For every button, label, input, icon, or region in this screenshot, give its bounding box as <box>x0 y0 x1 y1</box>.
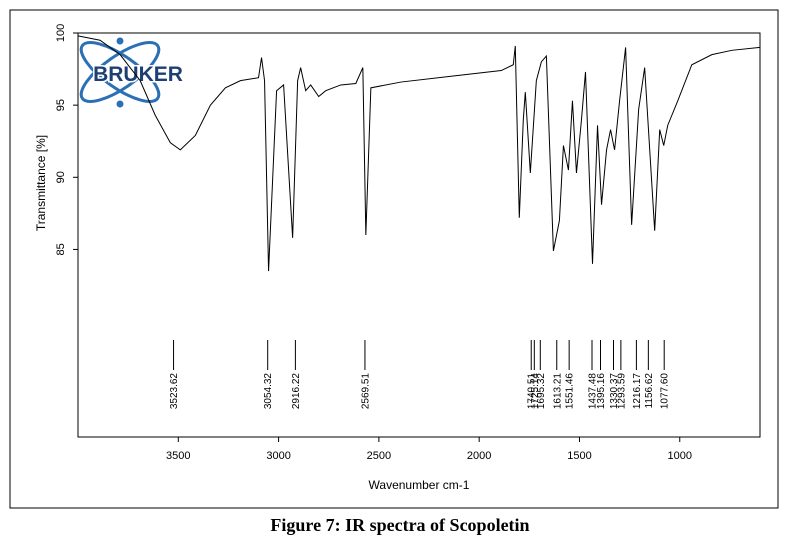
x-tick-label: 2000 <box>467 450 491 462</box>
logo-orbit <box>79 41 161 103</box>
figure-frame <box>9 9 779 509</box>
x-axis-label: Wavenumber cm-1 <box>369 478 470 492</box>
logo-dot <box>116 37 124 45</box>
x-tick-label: 3500 <box>166 450 190 462</box>
logo: BRUKER <box>79 37 184 108</box>
peak-label: 1437.48 <box>588 373 599 410</box>
y-tick-label: 85 <box>55 243 67 255</box>
peak-label: 1740.51 <box>527 373 538 410</box>
spectrum-line <box>77 35 761 272</box>
peak-label: 3523.62 <box>169 373 180 410</box>
peak-label: 2916.22 <box>291 373 302 410</box>
y-tick-label: 100 <box>55 24 67 42</box>
logo-text: BRUKER <box>93 63 183 86</box>
y-tick-label: 95 <box>55 99 67 111</box>
peak-label: 2569.51 <box>360 373 371 410</box>
peak-label: 1293.59 <box>616 373 627 410</box>
x-tick-label: 1000 <box>668 450 692 462</box>
peak-label: 3054.32 <box>263 373 274 410</box>
plot-frame <box>77 32 761 438</box>
peak-label: 1725.14 <box>530 373 541 410</box>
peak-label: 1395.16 <box>596 373 607 410</box>
peak-label: 1330.37 <box>609 373 620 410</box>
x-tick-label: 3000 <box>266 450 290 462</box>
peak-label: 1077.60 <box>660 373 671 410</box>
peak-label: 1216.17 <box>632 373 643 410</box>
y-axis-label: Transmittance [%] <box>34 135 48 231</box>
peak-label: 1613.21 <box>552 373 563 410</box>
peak-label: 1695.32 <box>536 373 547 410</box>
x-tick-label: 2500 <box>367 450 391 462</box>
x-tick-label: 1500 <box>567 450 591 462</box>
y-tick-label: 90 <box>55 171 67 183</box>
logo-orbit <box>79 41 161 103</box>
peak-label: 1156.62 <box>644 373 655 409</box>
caption: Figure 7: IR spectra of Scopoletin <box>270 515 529 535</box>
peak-label: 1551.46 <box>565 373 576 410</box>
logo-dot <box>116 100 124 108</box>
